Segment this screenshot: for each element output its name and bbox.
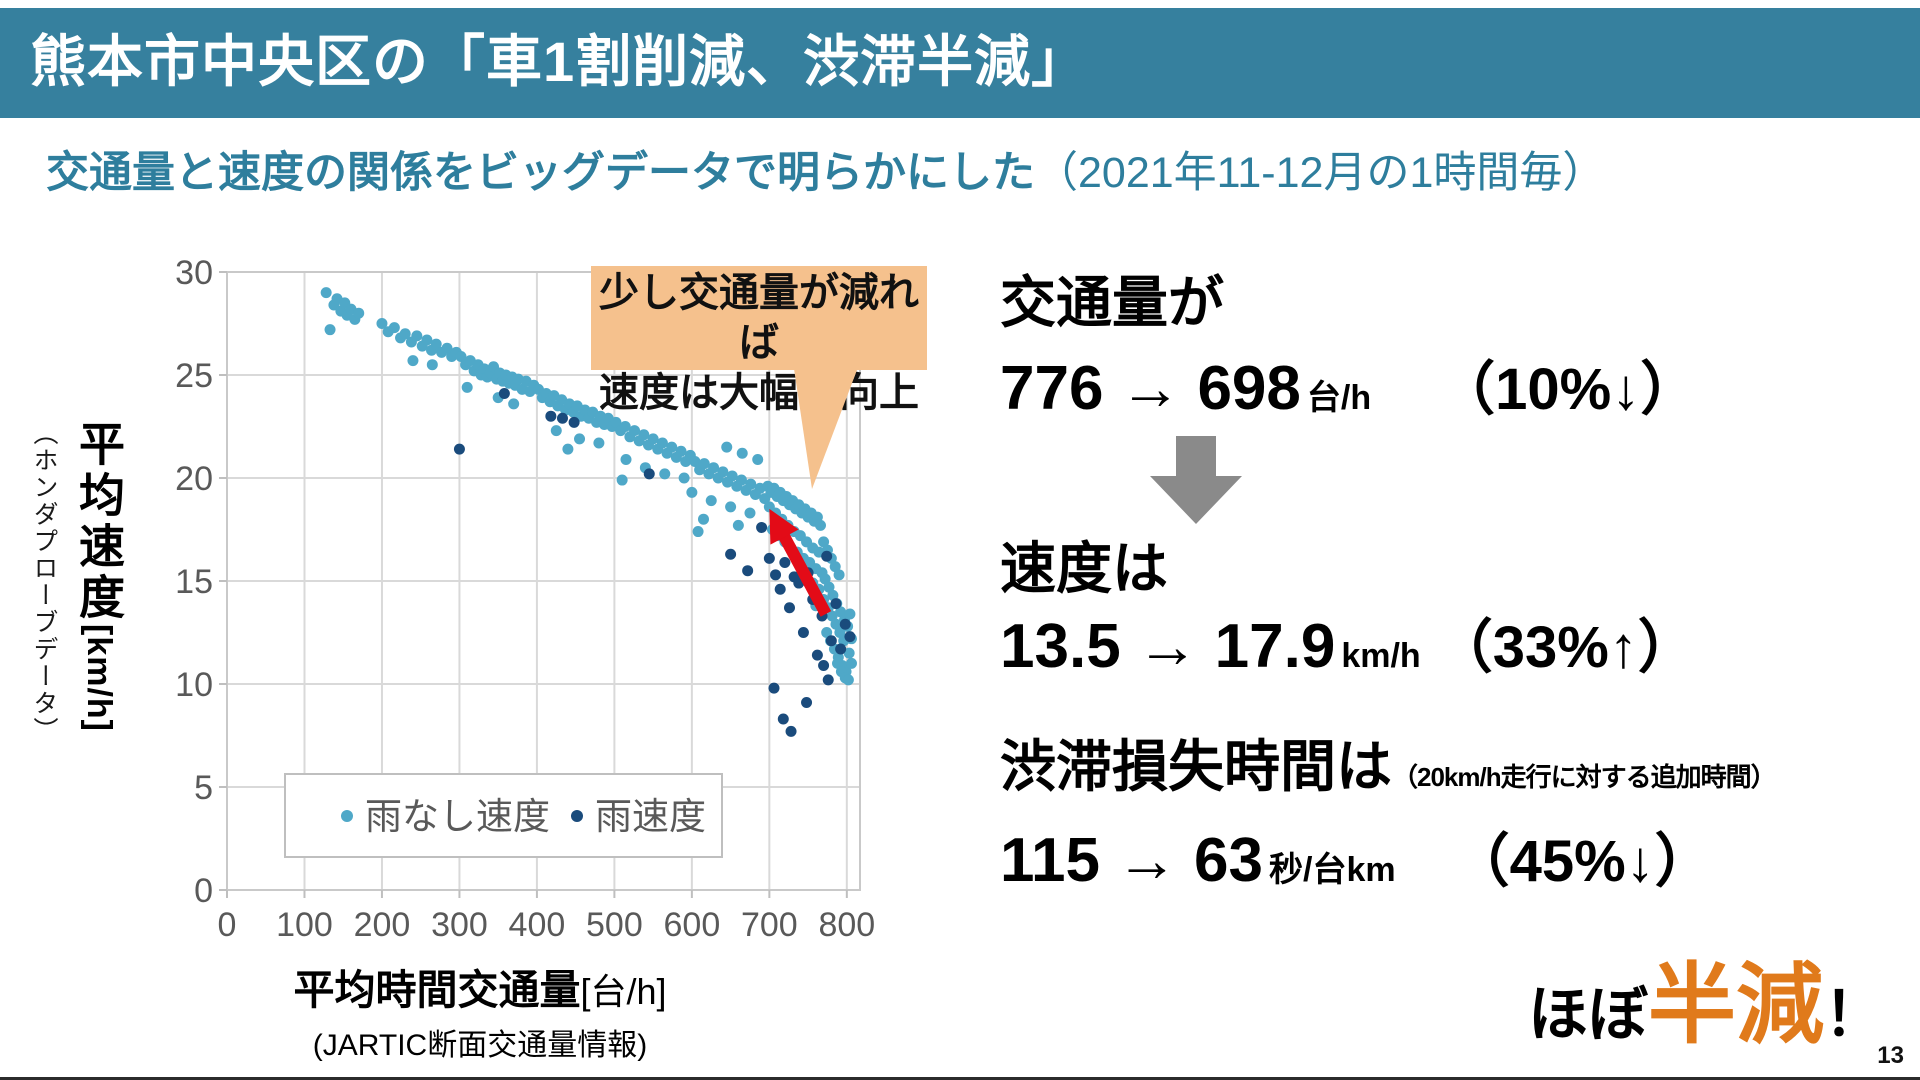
conclusion: ほぼ半減！ bbox=[1528, 934, 1884, 1061]
volume-unit: 台/h bbox=[1306, 379, 1372, 417]
svg-text:500: 500 bbox=[586, 906, 643, 944]
svg-text:15: 15 bbox=[175, 563, 213, 601]
y-axis-title-text: 平均速度 bbox=[73, 420, 125, 624]
right-arrow-glyph: → bbox=[1116, 826, 1179, 895]
svg-text:0: 0 bbox=[194, 872, 213, 910]
x-axis-title-block: 平均時間交通量[台/h] (JARTIC断面交通量情報) bbox=[150, 956, 810, 1064]
speed-from: 13.5 bbox=[1000, 612, 1121, 681]
subtitle-paren: （2021年11-12月の1時間毎） bbox=[1035, 149, 1606, 197]
conclusion-highlight: 半減 bbox=[1647, 955, 1824, 1054]
loss-unit: 秒/台km bbox=[1269, 851, 1396, 889]
conclusion-suffix: ！ bbox=[1824, 981, 1884, 1048]
stat-volume-label: 交通量が bbox=[1000, 271, 1224, 334]
svg-text:雨なし速度: 雨なし速度 bbox=[365, 796, 550, 837]
x-tick-labels: 0 100 200 300 400 500 600 700 800 bbox=[218, 890, 875, 944]
svg-text:800: 800 bbox=[818, 906, 875, 944]
trend-up-arrow bbox=[769, 508, 832, 617]
callout-line2: 速度は大幅に向上 bbox=[599, 371, 919, 415]
stat-speed-value: 13.5 → 17.9 km/h （33%↑） bbox=[1000, 600, 1696, 684]
page-number: 13 bbox=[1877, 1042, 1904, 1069]
conclusion-prefix: ほぼ bbox=[1527, 981, 1648, 1048]
loss-change: （45%↓） bbox=[1451, 829, 1713, 894]
callout-pointer-shape bbox=[793, 362, 860, 489]
svg-text:700: 700 bbox=[741, 906, 798, 944]
y-tick-labels: 0 5 10 15 20 25 30 bbox=[175, 254, 227, 910]
y-axis-title-block: （ホンダプローブデータ） 平均速度[km/h] bbox=[26, 420, 132, 744]
x-axis-title-line: 平均時間交通量[台/h] bbox=[150, 956, 810, 1016]
down-arrow-shape bbox=[1150, 436, 1242, 524]
svg-text:30: 30 bbox=[175, 254, 213, 292]
y-axis-source: （ホンダプローブデータ） bbox=[30, 420, 58, 744]
svg-text:10: 10 bbox=[175, 666, 213, 704]
y-axis-unit: [km/h] bbox=[80, 624, 118, 732]
callout-annotation: 少し交通量が減れば 速度は大幅に向上 bbox=[591, 266, 927, 415]
svg-text:100: 100 bbox=[276, 906, 333, 944]
svg-text:0: 0 bbox=[218, 906, 237, 944]
callout-pointer bbox=[793, 362, 860, 489]
x-axis-title: 平均時間交通量 bbox=[293, 967, 581, 1013]
slide-header: 熊本市中央区の「車1割削減、渋滞半減」 bbox=[0, 8, 1920, 118]
svg-text:25: 25 bbox=[175, 357, 213, 395]
subtitle: 交通量と速度の関係をビッグデータで明らかにした（2021年11-12月の1時間毎… bbox=[46, 138, 1605, 200]
volume-from: 776 bbox=[1000, 354, 1104, 423]
svg-text:300: 300 bbox=[431, 906, 488, 944]
right-arrow-glyph: → bbox=[1119, 354, 1182, 423]
loss-to: 63 bbox=[1194, 826, 1263, 895]
page-title: 熊本市中央区の「車1割削減、渋滞半減」 bbox=[30, 30, 1089, 93]
stat-speed-label: 速度は bbox=[1000, 537, 1168, 600]
speed-change: （33%↑） bbox=[1434, 615, 1696, 680]
chart-legend: 雨なし速度 雨速度 bbox=[284, 773, 723, 858]
stat-volume-value: 776 → 698 台/h （10%↓） bbox=[1000, 342, 1698, 426]
speed-to: 17.9 bbox=[1214, 612, 1336, 681]
svg-text:20: 20 bbox=[175, 460, 213, 498]
stat-loss-label: 渋滞損失時間は（20km/h走行に対する追加時間） bbox=[1000, 722, 1777, 803]
svg-text:5: 5 bbox=[194, 769, 213, 807]
right-arrow-glyph: → bbox=[1136, 612, 1199, 681]
subtitle-main: 交通量と速度の関係をビッグデータで明らかにした bbox=[46, 149, 1035, 197]
y-axis-title: 平均速度[km/h] bbox=[66, 420, 132, 732]
bottom-edge-line bbox=[0, 1077, 1920, 1080]
volume-to: 698 bbox=[1197, 354, 1301, 423]
loss-label-note: （20km/h走行に対する追加時間） bbox=[1392, 762, 1777, 792]
svg-text:400: 400 bbox=[509, 906, 566, 944]
x-axis-unit: [台/h] bbox=[580, 971, 667, 1012]
volume-change: （10%↓） bbox=[1437, 357, 1699, 422]
svg-text:200: 200 bbox=[354, 906, 411, 944]
svg-text:雨速度: 雨速度 bbox=[595, 796, 706, 837]
speed-unit: km/h bbox=[1341, 637, 1421, 675]
gridlines bbox=[226, 271, 861, 891]
loss-label-text: 渋滞損失時間は bbox=[1000, 735, 1392, 798]
loss-from: 115 bbox=[1000, 826, 1101, 895]
down-arrow-icon bbox=[1150, 436, 1242, 524]
callout-line1: 少し交通量が減れば bbox=[599, 271, 919, 365]
x-axis-source: (JARTIC断面交通量情報) bbox=[312, 1029, 648, 1062]
series-no-rain-points bbox=[320, 287, 857, 686]
stat-loss-value: 115 → 63 秒/台km （45%↓） bbox=[1000, 814, 1713, 898]
svg-text:600: 600 bbox=[664, 906, 721, 944]
